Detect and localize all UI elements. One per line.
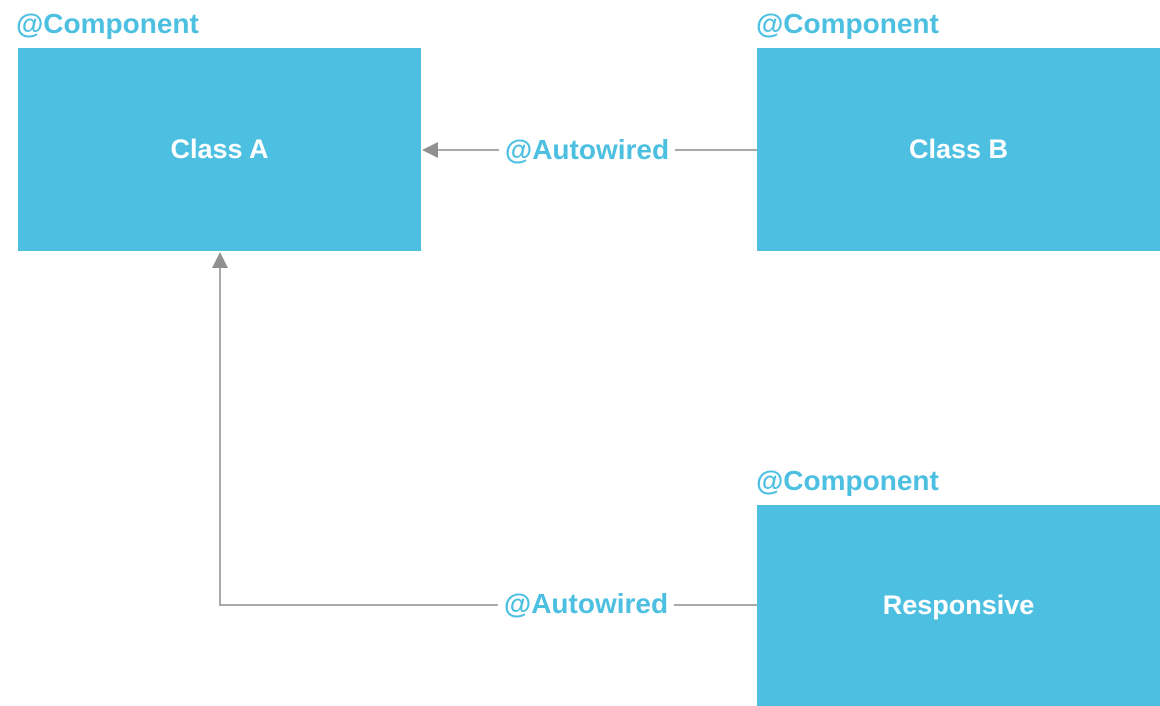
component-annotation-class-b: @Component	[756, 8, 939, 39]
node-label-class-a: Class A	[170, 134, 269, 164]
node-label-class-b: Class B	[908, 134, 1009, 164]
node-class-a: Class A	[18, 48, 421, 251]
node-class-b: Class B	[757, 48, 1160, 251]
component-annotation-class-a: @Component	[16, 8, 199, 39]
node-label-responsive: Responsive	[882, 590, 1035, 620]
node-responsive: Responsive	[757, 505, 1160, 706]
autowired-edge-label-responsive-to-a: @Autowired	[497, 587, 675, 621]
arrowhead-up-icon	[212, 252, 228, 268]
component-annotation-responsive: @Component	[756, 465, 939, 496]
autowired-edge-label-b-to-a: @Autowired	[498, 133, 676, 167]
arrowhead-left-icon	[422, 142, 438, 158]
autowired-edge-responsive-to-a	[219, 266, 757, 606]
